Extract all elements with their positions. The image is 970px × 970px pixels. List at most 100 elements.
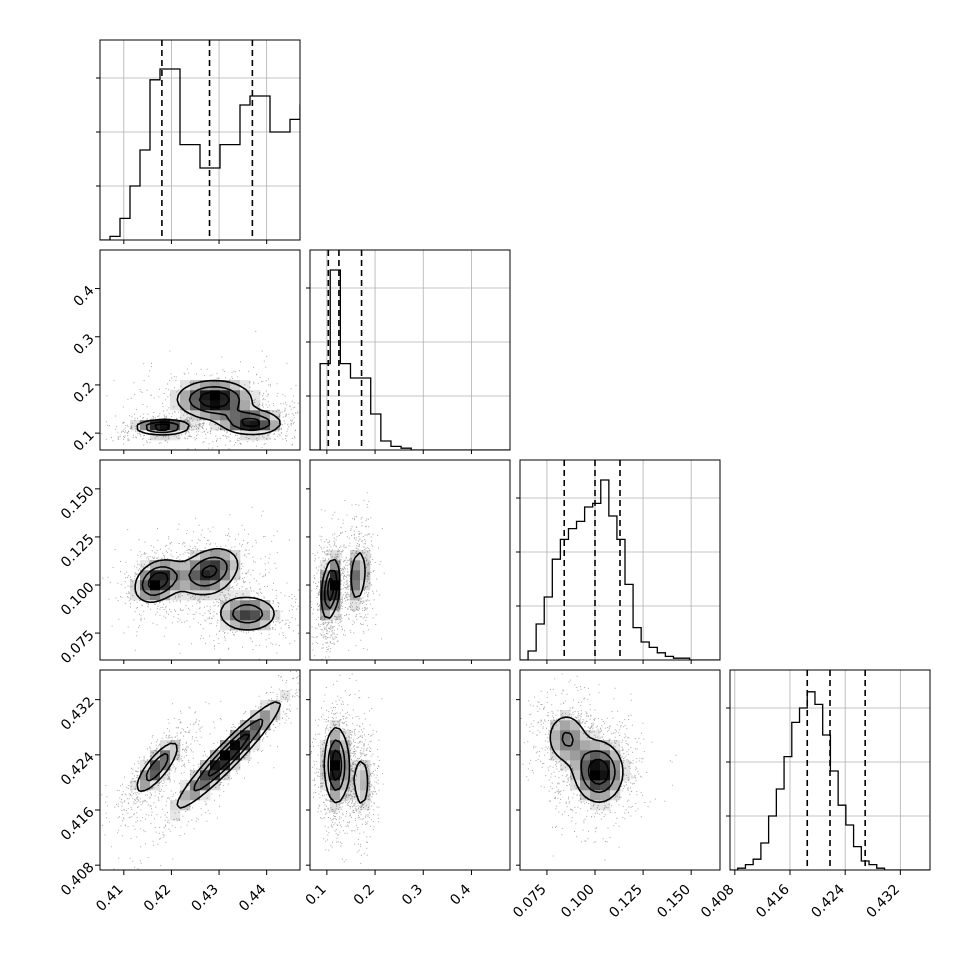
density-bin bbox=[330, 740, 341, 751]
density-bin bbox=[610, 740, 621, 751]
density-bin bbox=[210, 590, 221, 601]
density-bin bbox=[250, 610, 261, 621]
density-bin bbox=[200, 550, 211, 561]
x-tick-label: 0.1 bbox=[303, 882, 330, 909]
density-bin bbox=[240, 590, 251, 601]
density-bin bbox=[130, 590, 141, 601]
y-tick-label: 0.416 bbox=[58, 804, 98, 844]
density-bin bbox=[190, 590, 201, 601]
density-bin bbox=[230, 420, 241, 431]
density-bin bbox=[210, 380, 221, 391]
contour-line bbox=[207, 733, 251, 777]
density-bin bbox=[560, 720, 571, 731]
density-bin bbox=[350, 560, 361, 571]
density-bin bbox=[150, 580, 161, 591]
density-bin bbox=[360, 550, 371, 561]
density-bin bbox=[180, 560, 191, 571]
density-bin bbox=[600, 740, 611, 751]
density-bin bbox=[160, 590, 171, 601]
density-bin bbox=[230, 600, 241, 611]
contour-line bbox=[136, 379, 281, 436]
histogram-panel-3 bbox=[516, 459, 721, 661]
density-bin bbox=[260, 610, 271, 621]
contour-line bbox=[320, 552, 366, 619]
density-bin bbox=[180, 780, 191, 791]
density-bin bbox=[590, 770, 601, 781]
y-tick-label: 0.1 bbox=[71, 427, 98, 454]
density-panel-1-2 bbox=[99, 249, 301, 451]
density-bin bbox=[210, 560, 221, 571]
histogram-step-1 bbox=[100, 68, 300, 240]
density-bin bbox=[340, 740, 351, 751]
density-bin bbox=[230, 410, 241, 421]
panel-frame bbox=[309, 459, 511, 661]
panel-frame bbox=[99, 459, 301, 661]
panel-frame bbox=[99, 669, 301, 871]
density-bin bbox=[600, 760, 611, 771]
density-bin bbox=[220, 420, 231, 431]
density-bin bbox=[220, 750, 231, 761]
density-bin bbox=[210, 550, 221, 561]
density-bin bbox=[560, 710, 571, 721]
density-bin bbox=[580, 780, 591, 791]
contour-line bbox=[323, 726, 369, 804]
contour-line bbox=[136, 701, 282, 809]
density-bin bbox=[190, 390, 201, 401]
histogram-panel-4 bbox=[726, 669, 931, 871]
density-bin bbox=[220, 740, 231, 751]
x-tick-label: 0.3 bbox=[399, 882, 426, 909]
density-bin bbox=[170, 590, 181, 601]
density-bin bbox=[220, 380, 231, 391]
density-bin bbox=[230, 380, 241, 391]
density-bin bbox=[230, 590, 241, 601]
x-tick-label: 0.100 bbox=[558, 882, 598, 922]
density-bin bbox=[170, 400, 181, 411]
contour-line bbox=[134, 548, 275, 631]
density-bin bbox=[600, 770, 611, 781]
contour-line bbox=[147, 564, 218, 591]
density-panel-1-3 bbox=[99, 459, 301, 661]
density-bin bbox=[160, 570, 171, 581]
density-bin bbox=[590, 730, 601, 741]
density-bin bbox=[260, 410, 271, 421]
density-bin bbox=[240, 620, 251, 631]
density-bin bbox=[340, 780, 351, 791]
density-bin bbox=[250, 740, 261, 751]
density-bin bbox=[320, 570, 331, 581]
density-bin bbox=[210, 410, 221, 421]
y-tick-label: 0.408 bbox=[58, 860, 98, 900]
density-bin bbox=[570, 740, 581, 751]
density-body bbox=[310, 492, 385, 660]
density-body bbox=[101, 330, 300, 450]
density-bin bbox=[210, 400, 221, 411]
density-bin bbox=[220, 620, 231, 631]
density-bin bbox=[570, 780, 581, 791]
density-bin bbox=[560, 750, 571, 761]
density-bin bbox=[350, 570, 361, 581]
density-bin bbox=[170, 800, 181, 811]
density-bin bbox=[230, 560, 241, 571]
density-bin bbox=[230, 730, 241, 741]
x-tick-label: 0.42 bbox=[141, 882, 174, 915]
density-bin bbox=[200, 410, 211, 421]
density-bin bbox=[170, 570, 181, 581]
density-bin bbox=[330, 760, 341, 771]
density-bin bbox=[240, 740, 251, 751]
density-bin bbox=[330, 560, 341, 571]
x-tick-label: 0.432 bbox=[864, 882, 904, 922]
grid bbox=[310, 250, 510, 450]
density-bin bbox=[340, 750, 351, 761]
density-bin bbox=[230, 610, 241, 621]
density-bin bbox=[550, 750, 561, 761]
density-bin bbox=[260, 710, 271, 721]
density-bin bbox=[600, 790, 611, 801]
y-tick-label: 0.100 bbox=[58, 579, 98, 619]
density-bin bbox=[560, 730, 571, 741]
density-bin bbox=[230, 390, 241, 401]
density-bin bbox=[160, 770, 171, 781]
density-bin bbox=[260, 720, 271, 731]
density-bin bbox=[170, 420, 181, 431]
density-bin bbox=[160, 740, 171, 751]
density-bin bbox=[200, 570, 211, 581]
density-bin bbox=[360, 800, 371, 811]
